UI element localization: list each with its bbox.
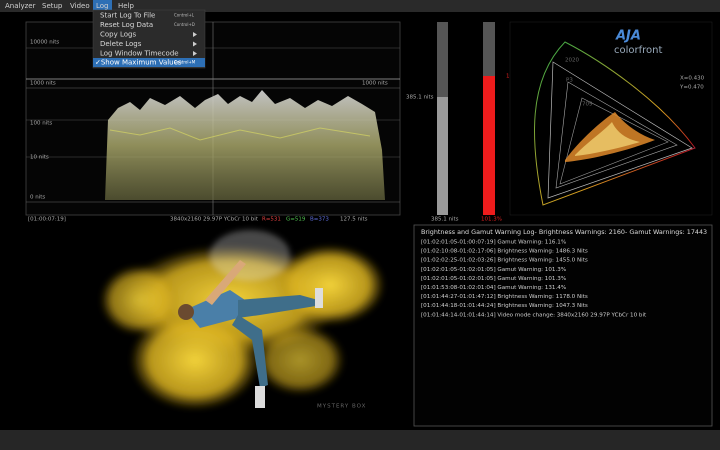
waveform-trace [105, 90, 385, 200]
spectral-locus [534, 41, 696, 206]
log-panel [413, 224, 713, 427]
log-line: [01:02:01:05-01:02:01:05] Gamut Warning:… [421, 276, 566, 282]
nits-value: 127.5 nits [340, 217, 368, 223]
menu-item[interactable]: Help [118, 2, 135, 10]
meter-value: 385.1 nits [431, 217, 459, 223]
gamut-label: P3 [566, 78, 573, 84]
watermark: MYSTERY BOX [317, 404, 366, 410]
person [178, 260, 323, 408]
scale-label: 10000 nits [30, 40, 59, 46]
brand-logo: AJA [615, 29, 641, 44]
gamut-709 [559, 97, 669, 185]
log-line: [01:01:44:14-01:01:44:14] Video mode cha… [421, 312, 647, 318]
gamut-label: 2020 [565, 58, 579, 64]
chromaticity-y: Y=0.470 [679, 85, 704, 91]
menu-selection [93, 58, 205, 67]
menu-option[interactable]: Copy Logs [100, 31, 136, 39]
gamut-p3 [555, 81, 678, 189]
menu-item[interactable]: Setup [42, 2, 63, 10]
menu-option[interactable]: Start Log To File [100, 12, 155, 20]
shortcut: Control+D [174, 22, 195, 27]
shortcut: Control+L [174, 13, 195, 18]
b-value: B=373 [310, 217, 329, 223]
menu-bar [0, 0, 720, 12]
log-line: [01:02:01:05-01:00:07:19] Gamut Warning:… [421, 240, 566, 246]
scale-label: 1000 nits [362, 81, 388, 87]
log-line: [01:01:44:18-01:01:44:24] Brightness War… [421, 303, 588, 309]
chromaticity-x: X=0.430 [680, 76, 705, 82]
gamut-label: 709 [582, 102, 593, 108]
log-line: [01:02:01:05-01:02:01:05] Gamut Warning:… [421, 267, 566, 273]
meter-value: 101.3% [481, 217, 502, 223]
menu-option[interactable]: Reset Log Data [100, 21, 153, 29]
status-bar [0, 430, 720, 450]
r-value: R=531 [262, 217, 281, 223]
log-title: Brightness and Gamut Warning Log- Bright… [421, 228, 707, 236]
menu-option[interactable]: ✓Show Maximum Values [95, 59, 182, 67]
video-format: 3840x2160 29.97P YCbCr 10 bit [170, 217, 259, 223]
log-line: [01:01:44:27-01:01:47:12] Brightness War… [421, 294, 588, 300]
menu-highlight [93, 0, 112, 12]
scale-label: 100 nits [30, 121, 52, 127]
menu-option[interactable]: Log Window Timecode [100, 50, 179, 58]
menu-item[interactable]: Analyzer [5, 2, 36, 10]
g-value: G=519 [286, 217, 306, 223]
log-line: [01:01:53:08-01:02:01:04] Gamut Warning:… [421, 285, 566, 291]
menu-item[interactable]: Log [96, 2, 109, 10]
shortcut: Control+M [174, 60, 196, 65]
scale-label: 1000 nits [30, 81, 56, 87]
scale-label: 10 nits [30, 155, 49, 161]
product-logo: colorfront [614, 45, 662, 56]
menu-item[interactable]: Video [70, 2, 90, 10]
log-line: [01:02:10:08-01:02:17:06] Brightness War… [421, 249, 588, 255]
timecode: [01:00:07:19] [28, 217, 66, 223]
meter-label: 385.1 nits [406, 95, 434, 101]
scale-label: 0 nits [30, 195, 45, 201]
gamut-2020 [547, 61, 693, 199]
menu-option[interactable]: Delete Logs [100, 40, 142, 48]
log-line: [01:02:02:25-01:02:03:26] Brightness War… [421, 258, 588, 264]
